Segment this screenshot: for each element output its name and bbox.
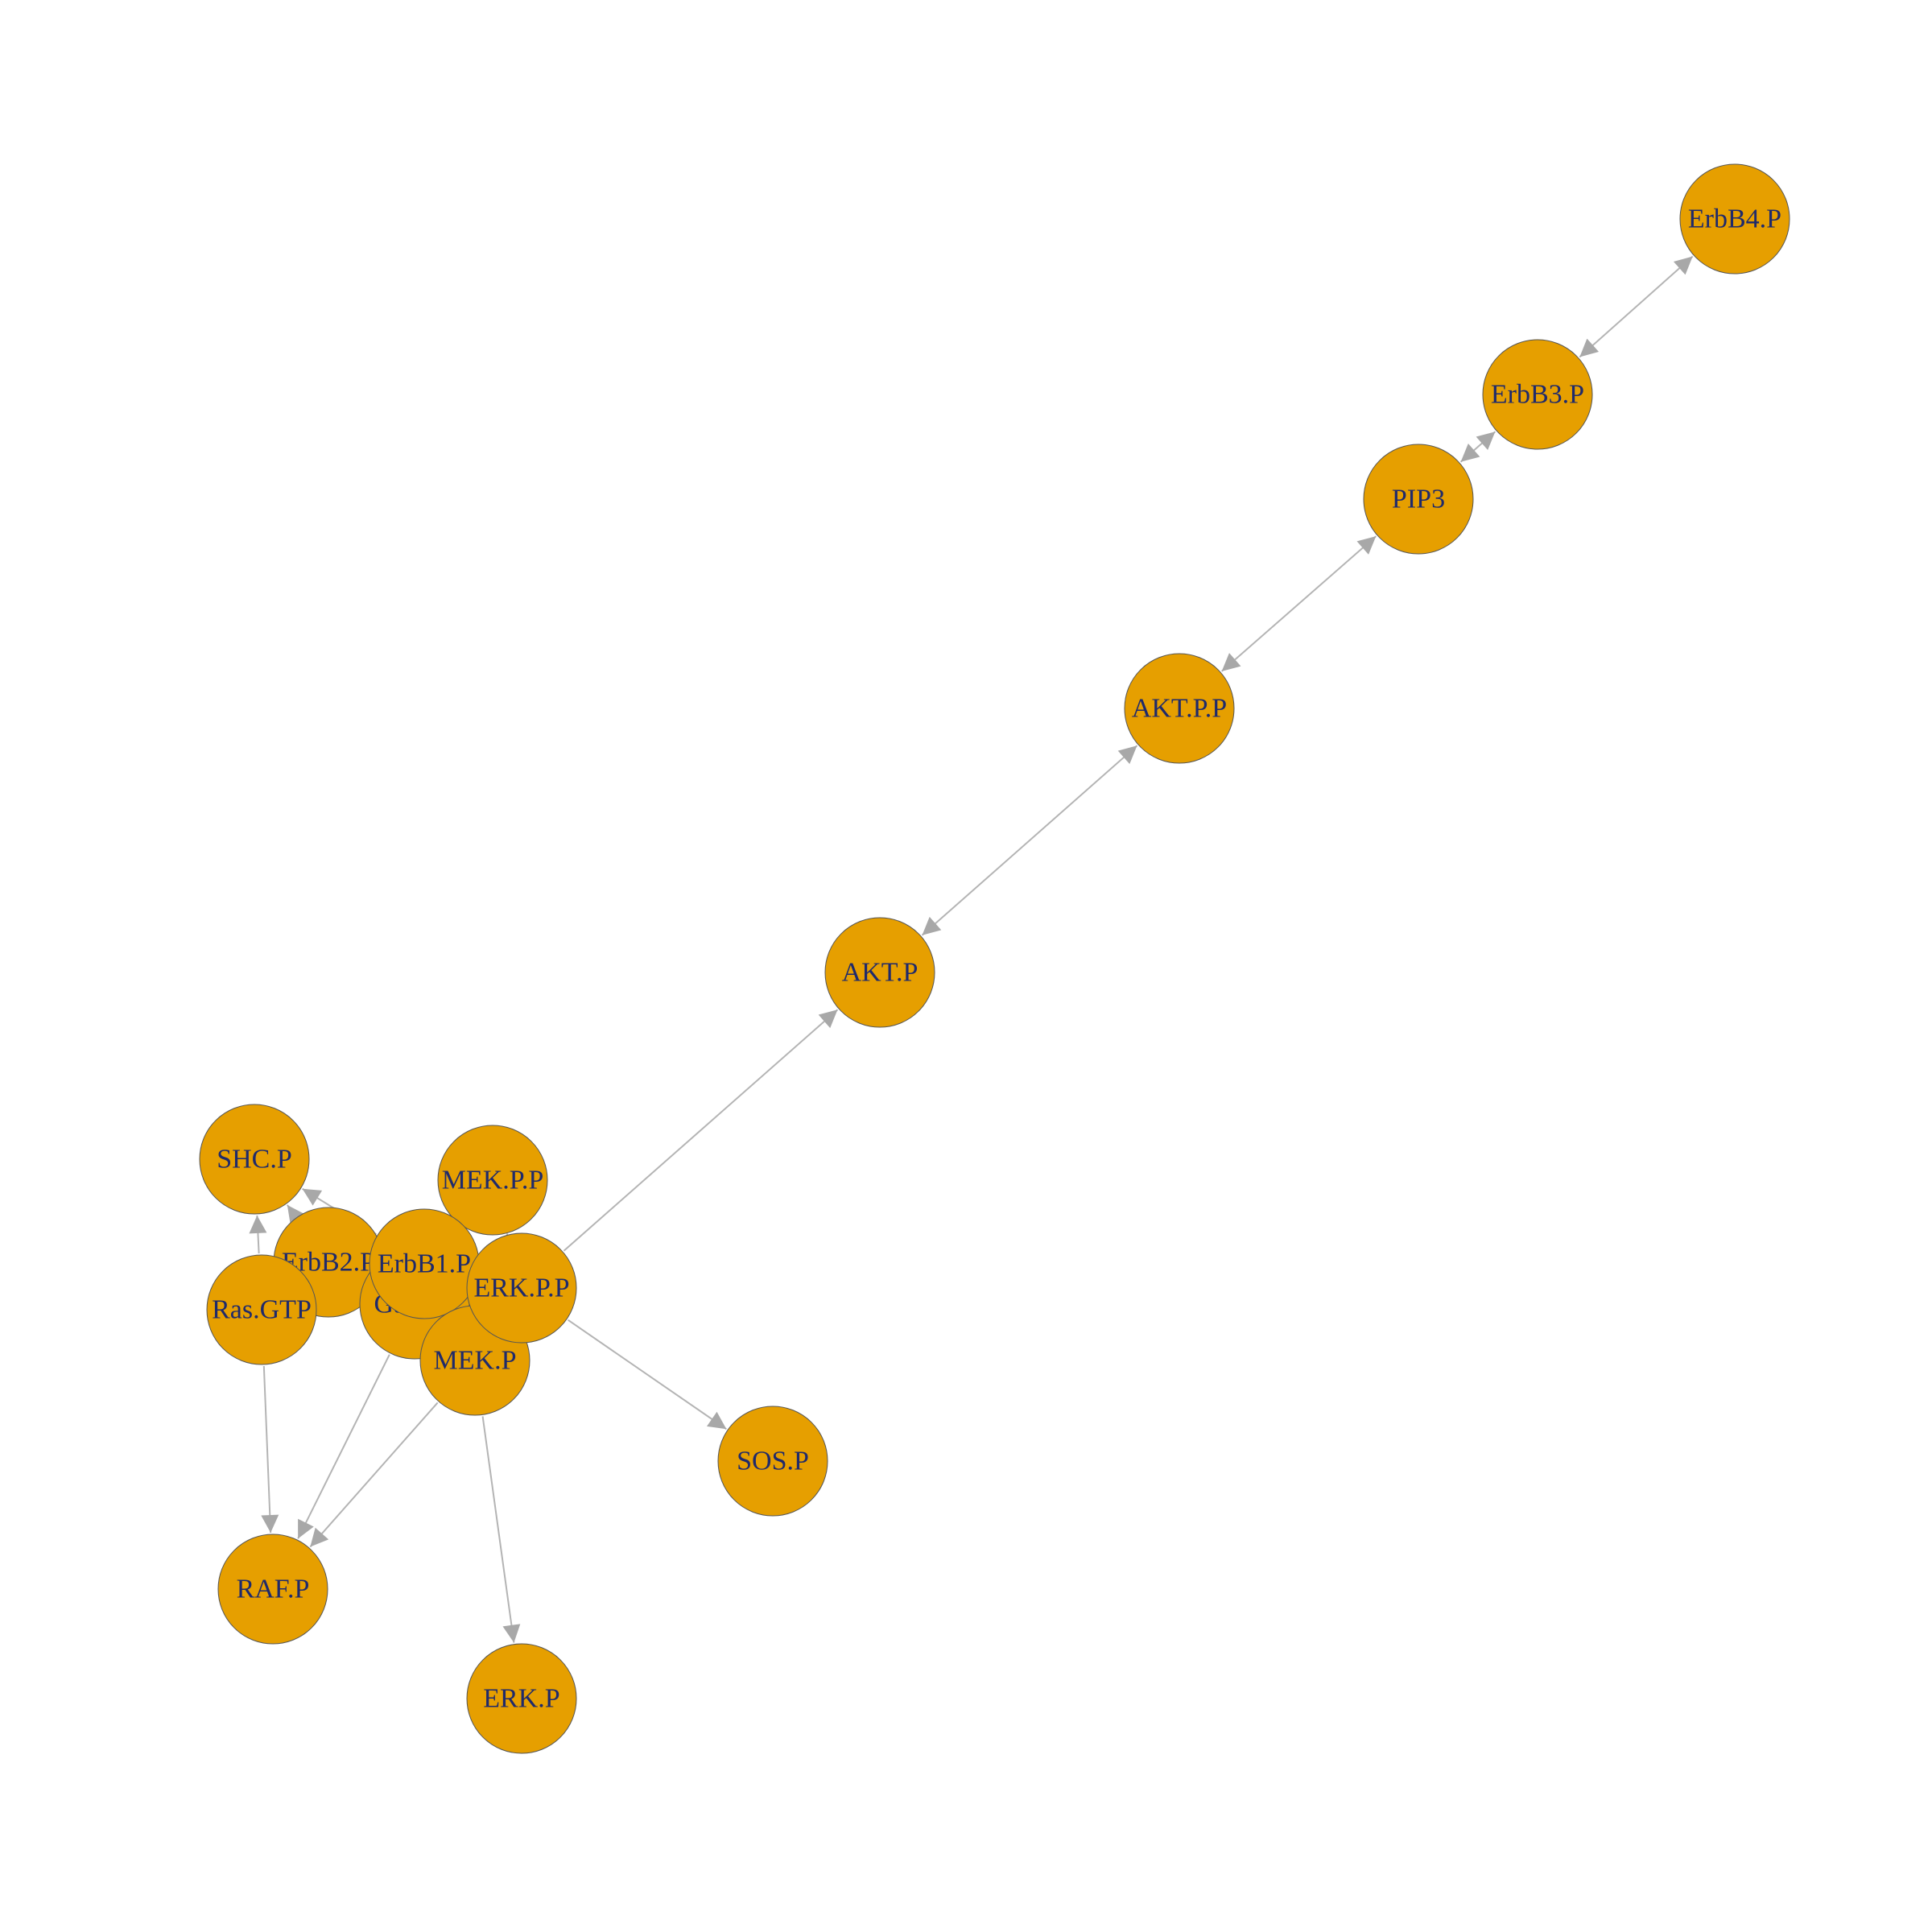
edge-erbb2-p-to-shc-p bbox=[287, 1204, 305, 1225]
node-circle bbox=[437, 1125, 548, 1236]
node-label: Ras.GTP bbox=[212, 1295, 312, 1325]
node-erbb3-p: ErbB3.P bbox=[1482, 339, 1593, 450]
node-label: RAF.P bbox=[237, 1575, 310, 1604]
edge-mek-p-to-raf-p bbox=[309, 1402, 439, 1548]
node-circle bbox=[1482, 339, 1593, 450]
node-circle bbox=[466, 1643, 577, 1754]
edge-akt-p-to-akt-p-p bbox=[921, 745, 1138, 936]
edge-erbb3-p-to-erbb4-p bbox=[1579, 255, 1694, 358]
edge-erk-p-p-to-sos-p bbox=[568, 1319, 727, 1430]
node-circle bbox=[824, 917, 935, 1028]
edge-pip3-to-erbb3-p bbox=[1459, 431, 1496, 463]
node-erbb4-p: ErbB4.P bbox=[1679, 163, 1790, 275]
node-erk-p-p: ERK.P.P bbox=[466, 1232, 577, 1344]
node-raf-p: RAF.P bbox=[217, 1534, 328, 1645]
node-shc-p: SHC.P bbox=[199, 1104, 310, 1215]
node-erk-p: ERK.P bbox=[466, 1643, 577, 1754]
nodes-layer: ErbB4.P ErbB3.P PIP3 AKT.P.P AKT.P SHC.P MEK.P… bbox=[199, 163, 1790, 1754]
node-label: ERK.P bbox=[483, 1684, 559, 1714]
node-akt-p: AKT.P bbox=[824, 917, 935, 1028]
node-circle bbox=[466, 1232, 577, 1344]
node-label: SHC.P bbox=[217, 1145, 292, 1174]
node-circle bbox=[199, 1104, 310, 1215]
node-label: MEK.P bbox=[434, 1346, 517, 1376]
node-label: AKT.P bbox=[842, 958, 919, 988]
node-label: AKT.P.P bbox=[1132, 694, 1227, 724]
node-circle bbox=[217, 1534, 328, 1645]
node-label: MEK.P.P bbox=[442, 1166, 544, 1195]
node-mek-p-p: MEK.P.P bbox=[437, 1125, 548, 1236]
edge-akt-p-p-to-pip3 bbox=[1221, 535, 1377, 672]
node-ras-gtp: Ras.GTP bbox=[206, 1254, 317, 1365]
node-erbb1-p: ErbB1.P bbox=[369, 1208, 480, 1319]
edge-ras-gtp-to-raf-p bbox=[261, 1365, 279, 1534]
node-label: ErbB4.P bbox=[1688, 204, 1781, 234]
node-label: ERK.P.P bbox=[473, 1274, 569, 1303]
node-pip3: PIP3 bbox=[1363, 444, 1474, 555]
node-label: ErbB1.P bbox=[378, 1249, 471, 1279]
node-sos-p: SOS.P bbox=[717, 1406, 828, 1517]
edge-erk-p-p-to-akt-p bbox=[563, 1009, 839, 1252]
node-akt-p-p: AKT.P.P bbox=[1124, 653, 1235, 764]
edges-layer bbox=[249, 255, 1694, 1643]
node-circle bbox=[1679, 163, 1790, 275]
node-label: PIP3 bbox=[1392, 485, 1445, 514]
edge-ras-gtp-to-shc-p bbox=[249, 1215, 267, 1254]
edge-gab1-p-to-raf-p bbox=[297, 1354, 390, 1539]
node-circle bbox=[1124, 653, 1235, 764]
node-label: SOS.P bbox=[737, 1447, 809, 1476]
node-label: ErbB3.P bbox=[1491, 380, 1584, 410]
node-circle bbox=[717, 1406, 828, 1517]
node-circle bbox=[206, 1254, 317, 1365]
edge-mek-p-to-erk-p bbox=[481, 1416, 521, 1643]
node-circle bbox=[1363, 444, 1474, 555]
